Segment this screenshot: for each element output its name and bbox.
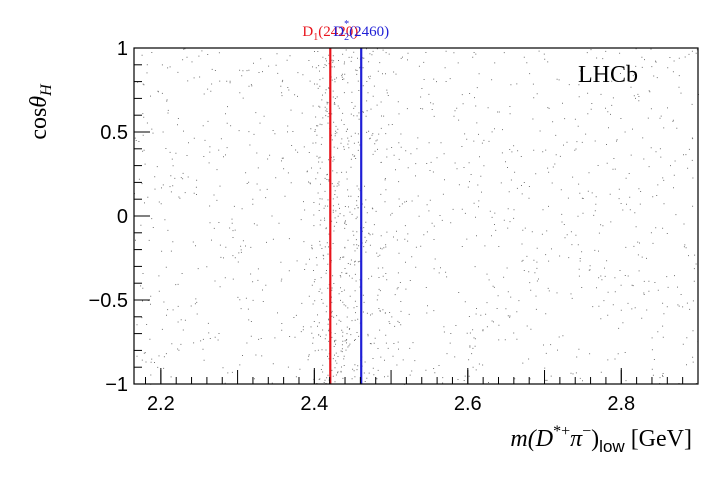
x-title-pi: π (570, 426, 583, 452)
x-title-pisup: − (582, 423, 591, 440)
tick-labels: 2.2 2.4 2.6 2.8 1 0.5 0 −0.5 −1 (89, 38, 636, 415)
x-title-sub: low (599, 437, 625, 456)
x-tick-label: 2.6 (454, 393, 482, 415)
x-tick-label: 2.2 (147, 393, 175, 415)
x-tick-label: 2.4 (300, 393, 328, 415)
y-tick-label: 1 (117, 38, 128, 60)
x-title-open: (D (528, 426, 553, 452)
y-tick-label: 0.5 (100, 122, 128, 144)
reference-line-labels: D1(2420)D* 2(2460) (302, 19, 389, 43)
data-points (134, 48, 699, 385)
x-title-close: ) (591, 426, 599, 452)
scatter-points (134, 48, 699, 385)
x-axis-title: m(D*+π−)low [GeV] (510, 423, 692, 456)
y-tick-label: 0 (117, 206, 128, 228)
reference-lines (329, 48, 363, 384)
y-title-sub: H (38, 83, 55, 97)
x-tick-label: 2.8 (607, 393, 635, 415)
x-title-unit: [GeV] (625, 426, 692, 452)
x-title-m: m (510, 426, 527, 452)
reference-line-label-1: D1(2420) (302, 24, 358, 43)
y-title-theta: θ (26, 96, 52, 108)
reference-line-label-2: D* 2(2460) (333, 19, 389, 43)
y-tick-label: −0.5 (89, 290, 128, 312)
x-title-sup: *+ (553, 423, 570, 440)
y-axis-title: cosθH (26, 83, 55, 140)
axis-ticks (134, 47, 699, 385)
y-tick-label: −1 (105, 374, 128, 396)
y-title-cos: cos (26, 108, 52, 140)
lhcb-label: LHCb (578, 62, 638, 88)
